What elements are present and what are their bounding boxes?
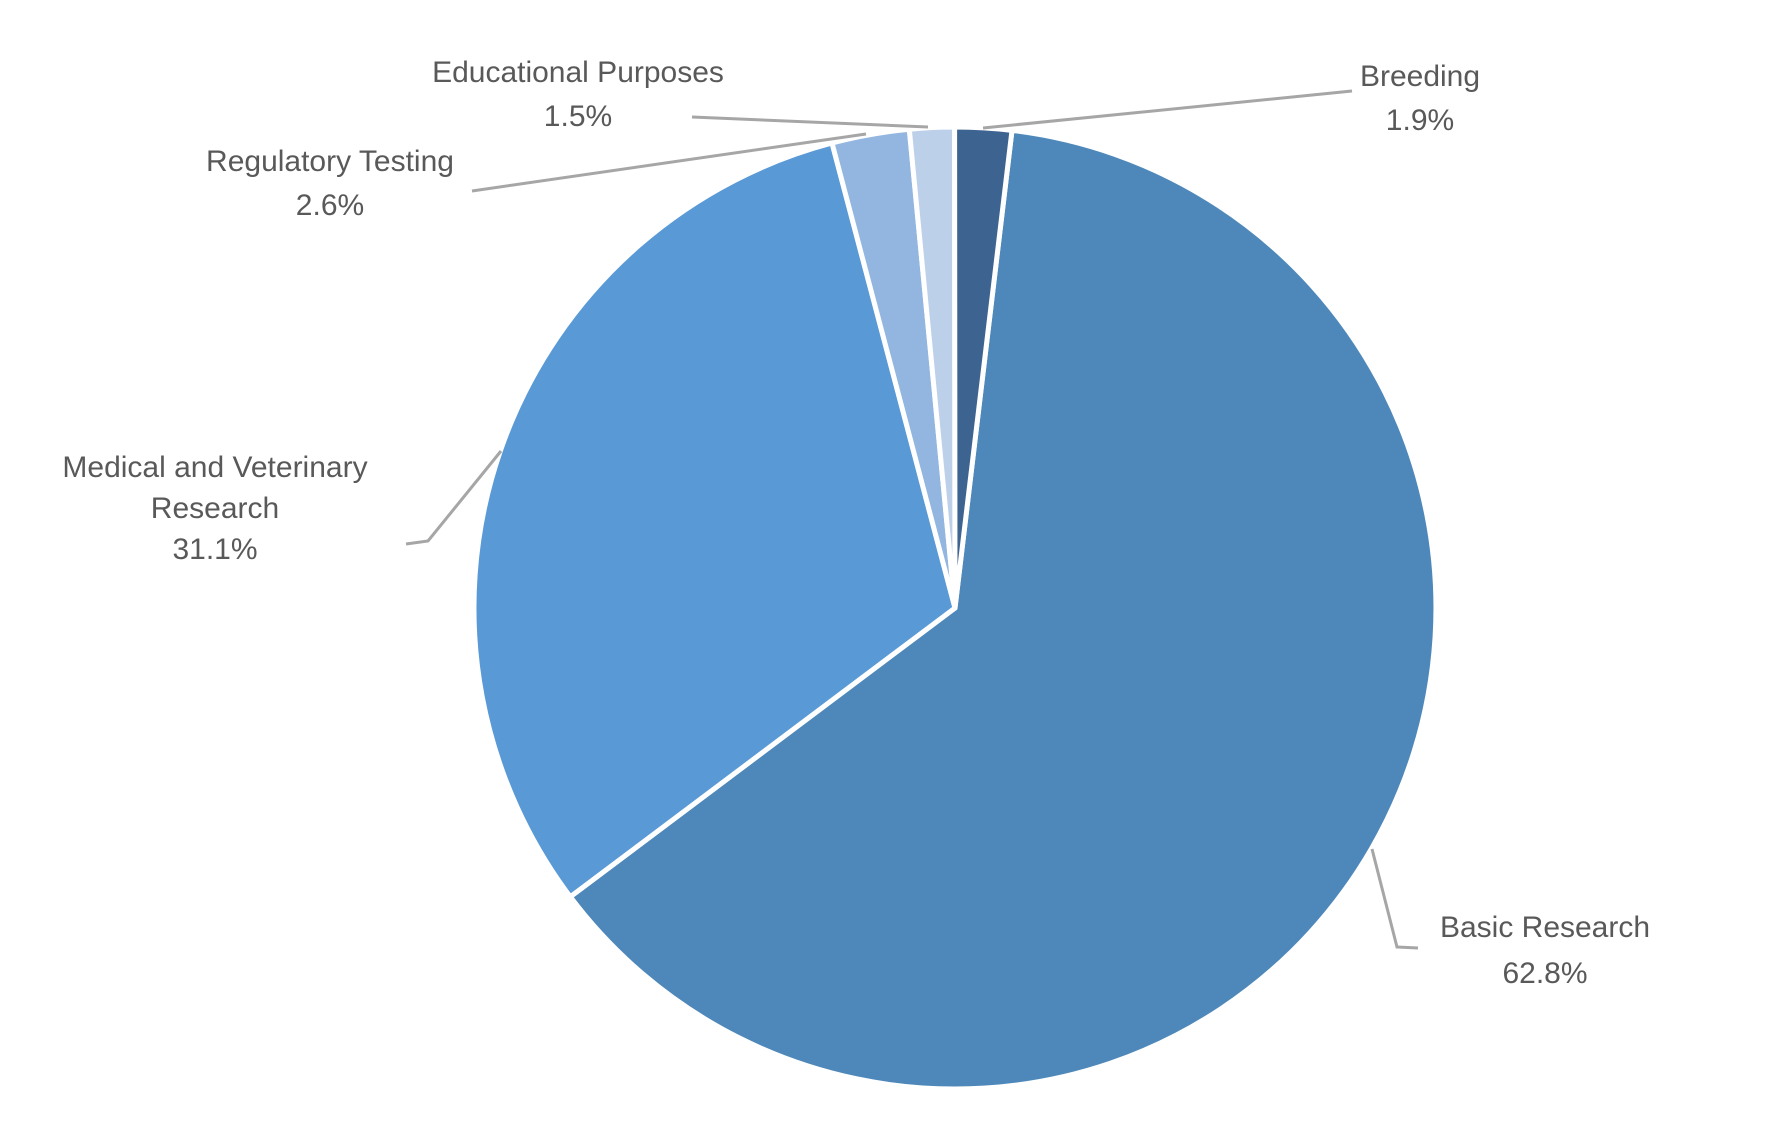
- data-label-text: Research: [150, 492, 280, 525]
- data-label-percent: 1.5%: [543, 100, 613, 133]
- data-label-percent: 2.6%: [295, 189, 365, 222]
- data-label-percent: 31.1%: [172, 533, 258, 566]
- pie-slice-medical-and-veterinary-research: [471, 140, 958, 900]
- pie-slice-basic-research: [567, 127, 1439, 1092]
- data-label-text: Medical and Veterinary: [62, 451, 368, 484]
- data-label-basic-research: Basic Research 62.8%: [1320, 905, 1770, 997]
- data-label-breeding: Breeding 1.9%: [1240, 55, 1600, 143]
- leader-line-regulatory-testing: [471, 132, 867, 193]
- data-label-text: Breeding: [1359, 60, 1481, 93]
- data-label-educational-purposes: Educational Purposes 1.5%: [398, 51, 758, 139]
- leader-line-educational-purposes: [691, 115, 929, 129]
- leader-lines-group: [405, 89, 1419, 950]
- data-label-percent: 62.8%: [1502, 957, 1588, 990]
- leader-line-medical-and-veterinary-research: [405, 450, 503, 546]
- data-label-percent: 1.9%: [1385, 104, 1455, 137]
- leader-line-basic-research: [1370, 848, 1419, 950]
- data-label-medical-and-veterinary-research: Medical and Veterinary Research 31.1%: [35, 447, 395, 570]
- data-label-text: Regulatory Testing: [206, 145, 454, 178]
- pie-slices-group: [471, 124, 1439, 1092]
- leader-line-breeding: [982, 89, 1353, 130]
- data-label-regulatory-testing: Regulatory Testing 2.6%: [150, 140, 510, 228]
- data-label-text: Basic Research: [1439, 911, 1651, 944]
- data-label-text: Educational Purposes: [432, 56, 724, 89]
